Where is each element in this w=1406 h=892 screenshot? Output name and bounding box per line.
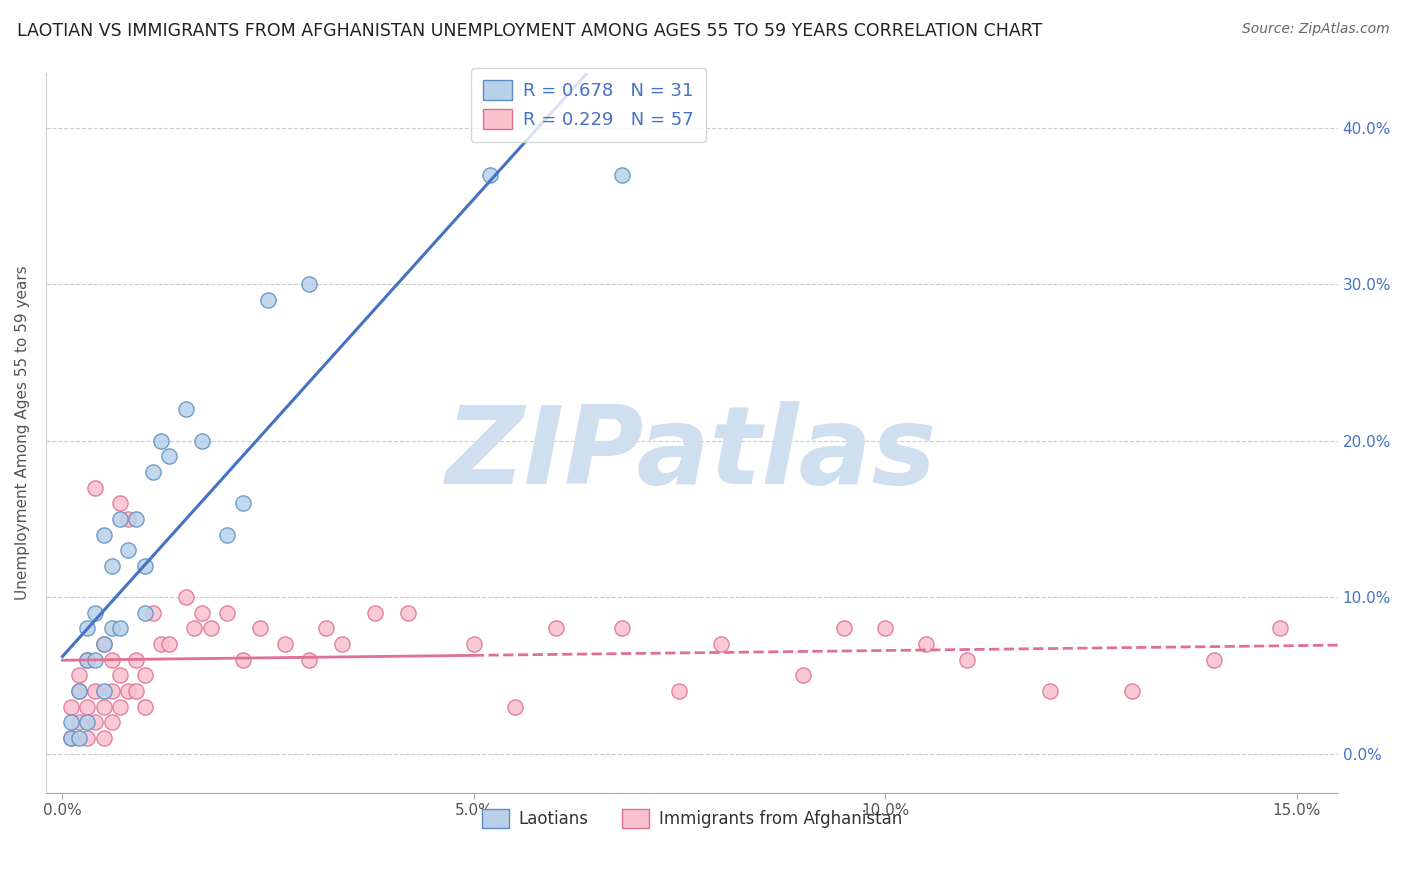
Point <box>67 684 90 698</box>
Point <box>84 684 107 698</box>
Point <box>76 715 98 730</box>
Point <box>174 590 197 604</box>
Point <box>157 637 180 651</box>
Point <box>364 606 387 620</box>
Point <box>101 684 124 698</box>
Point <box>710 637 733 651</box>
Text: Source: ZipAtlas.com: Source: ZipAtlas.com <box>1241 22 1389 37</box>
Point <box>134 606 156 620</box>
Point <box>101 558 124 573</box>
Point <box>93 684 115 698</box>
Point <box>67 715 90 730</box>
Point <box>503 699 526 714</box>
Text: LAOTIAN VS IMMIGRANTS FROM AFGHANISTAN UNEMPLOYMENT AMONG AGES 55 TO 59 YEARS CO: LAOTIAN VS IMMIGRANTS FROM AFGHANISTAN U… <box>17 22 1042 40</box>
Point <box>544 621 567 635</box>
Y-axis label: Unemployment Among Ages 55 to 59 years: Unemployment Among Ages 55 to 59 years <box>15 266 30 600</box>
Point <box>117 684 139 698</box>
Point <box>174 402 197 417</box>
Point <box>668 684 690 698</box>
Point <box>956 653 979 667</box>
Point <box>330 637 353 651</box>
Point <box>1268 621 1291 635</box>
Point <box>315 621 337 635</box>
Point <box>134 699 156 714</box>
Legend: Laotians, Immigrants from Afghanistan: Laotians, Immigrants from Afghanistan <box>475 803 908 835</box>
Point <box>93 637 115 651</box>
Point <box>183 621 205 635</box>
Point <box>84 715 107 730</box>
Point <box>93 527 115 541</box>
Point <box>298 277 321 292</box>
Point <box>84 653 107 667</box>
Point <box>191 434 214 448</box>
Point <box>298 653 321 667</box>
Point <box>67 668 90 682</box>
Point <box>134 558 156 573</box>
Point <box>273 637 295 651</box>
Point <box>76 621 98 635</box>
Point <box>125 512 148 526</box>
Point <box>249 621 271 635</box>
Point <box>117 543 139 558</box>
Point <box>59 715 82 730</box>
Point <box>67 731 90 745</box>
Point <box>101 621 124 635</box>
Point <box>142 465 165 479</box>
Point <box>117 512 139 526</box>
Point <box>215 606 238 620</box>
Point <box>479 168 502 182</box>
Point <box>76 653 98 667</box>
Point <box>134 668 156 682</box>
Point <box>232 496 254 510</box>
Point <box>84 481 107 495</box>
Point <box>67 684 90 698</box>
Point <box>915 637 938 651</box>
Point <box>101 715 124 730</box>
Point <box>396 606 419 620</box>
Point <box>191 606 214 620</box>
Point <box>108 496 131 510</box>
Point <box>125 653 148 667</box>
Point <box>832 621 855 635</box>
Point <box>232 653 254 667</box>
Point <box>108 668 131 682</box>
Text: ZIPatlas: ZIPatlas <box>446 401 938 508</box>
Point <box>142 606 165 620</box>
Point <box>93 637 115 651</box>
Point <box>76 731 98 745</box>
Point <box>101 653 124 667</box>
Point <box>125 684 148 698</box>
Point <box>463 637 485 651</box>
Point <box>792 668 814 682</box>
Point <box>84 606 107 620</box>
Point <box>610 621 633 635</box>
Point <box>150 637 173 651</box>
Point <box>59 699 82 714</box>
Point <box>257 293 280 307</box>
Point <box>59 731 82 745</box>
Point <box>93 731 115 745</box>
Point <box>76 699 98 714</box>
Point <box>1039 684 1062 698</box>
Point <box>108 621 131 635</box>
Point <box>59 731 82 745</box>
Point <box>108 699 131 714</box>
Point <box>108 512 131 526</box>
Point <box>150 434 173 448</box>
Point <box>1121 684 1143 698</box>
Point <box>215 527 238 541</box>
Point <box>93 699 115 714</box>
Point <box>1204 653 1226 667</box>
Point <box>200 621 222 635</box>
Point <box>610 168 633 182</box>
Point <box>157 450 180 464</box>
Point <box>875 621 897 635</box>
Point <box>76 653 98 667</box>
